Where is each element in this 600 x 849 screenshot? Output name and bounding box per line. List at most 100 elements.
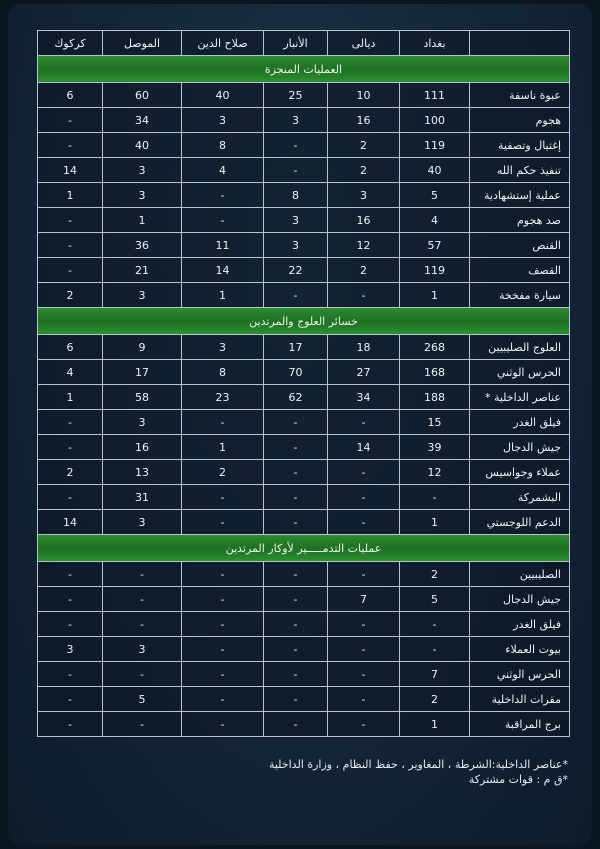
row-label: القنص	[469, 232, 570, 258]
table-cell: -	[102, 711, 182, 737]
table-cell: -	[37, 434, 103, 460]
table-cell: -	[37, 257, 103, 283]
table-cell: -	[327, 409, 400, 435]
table-cell: 168	[399, 359, 470, 385]
table-cell: 16	[327, 207, 400, 233]
table-cell: -	[102, 661, 182, 687]
table-row: القصف 119 2 22 14 21-	[37, 257, 570, 283]
footnote: *ق م : قوات مشتركة	[468, 773, 568, 786]
table-cell: 4	[37, 359, 103, 385]
table-cell: 3	[37, 636, 103, 662]
table-cell: 1	[399, 711, 470, 737]
header-row: بغداد ديالى الأنبار صلاح الدين الموصل كر…	[37, 30, 570, 56]
table-row: سيارة مفخخة 1- -1 3 2	[37, 282, 570, 308]
table-cell: 3	[181, 107, 264, 133]
table-cell: -	[37, 686, 103, 712]
table-cell: -	[37, 132, 103, 158]
table-cell: 6	[37, 82, 103, 108]
table-cell: 5	[399, 586, 470, 612]
row-label: إغتيال وتصفية	[469, 132, 570, 158]
row-label: الدعم اللوجستي	[469, 509, 570, 535]
table-cell: 18	[327, 334, 400, 360]
table-cell: 100	[399, 107, 470, 133]
table-row: عملية إستشهادية 5 3 8-3 1	[37, 182, 570, 208]
row-label: هجوم	[469, 107, 570, 133]
table-cell: 14	[37, 509, 103, 535]
table-cell: -	[263, 282, 328, 308]
table-cell: 34	[102, 107, 182, 133]
table-row: فيلق الغدر - - - - - -	[37, 611, 570, 637]
row-label: مقرات الداخلية	[469, 686, 570, 712]
table-cell: -	[102, 611, 182, 637]
table-cell: 14	[327, 434, 400, 460]
table-cell: -	[327, 636, 400, 662]
table-cell: -	[37, 611, 103, 637]
row-label: العلوج الصليبيين	[469, 334, 570, 360]
row-label: جيش الدجال	[469, 586, 570, 612]
table-cell: -	[181, 636, 264, 662]
row-label: فيلق الغدر	[469, 611, 570, 637]
table-cell: -	[263, 509, 328, 535]
table-cell: 14	[37, 157, 103, 183]
table-cell: -	[327, 484, 400, 510]
table-row: برج المراقبة 1- - - - -	[37, 711, 570, 737]
table-row: جيش الدجال 5 7- - - -	[37, 586, 570, 612]
table-cell: -	[263, 459, 328, 485]
table-cell: -	[327, 661, 400, 687]
table-cell: 3	[102, 282, 182, 308]
table-cell: 8	[181, 132, 264, 158]
column-header: ديالى	[327, 30, 400, 56]
row-label: عملية إستشهادية	[469, 182, 570, 208]
table-cell: -	[181, 182, 264, 208]
column-header: صلاح الدين	[181, 30, 264, 56]
row-label: سيارة مفخخة	[469, 282, 570, 308]
table-cell: -	[37, 207, 103, 233]
table-cell: 111	[399, 82, 470, 108]
table-row: الدعم اللوجستي 1- - -3 14	[37, 509, 570, 535]
table-cell: -	[37, 409, 103, 435]
table-cell: -	[181, 509, 264, 535]
table-cell: -	[399, 636, 470, 662]
table-cell: -	[263, 132, 328, 158]
table-cell: -	[263, 586, 328, 612]
table-cell: -	[263, 409, 328, 435]
table-cell: 1	[181, 282, 264, 308]
table-cell: 3	[181, 334, 264, 360]
table-cell: 3	[263, 207, 328, 233]
table-cell: 7	[327, 586, 400, 612]
table-cell: -	[181, 611, 264, 637]
table-cell: -	[181, 484, 264, 510]
table-cell: -	[327, 611, 400, 637]
section-header: العمليات المنجزة	[37, 55, 570, 83]
table-cell: 23	[181, 384, 264, 410]
table-cell: -	[37, 586, 103, 612]
table-cell: 57	[399, 232, 470, 258]
table-cell: -	[327, 711, 400, 737]
row-label: تنفيذ حكم الله	[469, 157, 570, 183]
section-header: عمليات التدمـــــير لأوكار المرتدين	[37, 534, 570, 562]
table-cell: 11	[181, 232, 264, 258]
table-cell: -	[263, 561, 328, 587]
table-row: صد هجوم 4 16 3-1-	[37, 207, 570, 233]
row-label: بيوت العملاء	[469, 636, 570, 662]
table-cell: 5	[399, 182, 470, 208]
table-cell: 8	[181, 359, 264, 385]
table-row: إغتيال وتصفية 119 2-8 40-	[37, 132, 570, 158]
table-row: الحرس الوثني 168 27 70 8 17 4	[37, 359, 570, 385]
table-cell: -	[263, 711, 328, 737]
table-cell: -	[181, 686, 264, 712]
table-cell: -	[181, 711, 264, 737]
table-cell: 1	[181, 434, 264, 460]
table-cell: 1	[37, 384, 103, 410]
row-label: برج المراقبة	[469, 711, 570, 737]
table-cell: -	[181, 661, 264, 687]
table-cell: 31	[102, 484, 182, 510]
table-cell: 15	[399, 409, 470, 435]
table-cell: 7	[399, 661, 470, 687]
table-cell: 119	[399, 257, 470, 283]
table-cell: 8	[263, 182, 328, 208]
table-cell: 2	[399, 561, 470, 587]
table-cell: -	[399, 611, 470, 637]
table-cell: 12	[399, 459, 470, 485]
section-title: عمليات التدمـــــير لأوكار المرتدين	[37, 534, 570, 562]
